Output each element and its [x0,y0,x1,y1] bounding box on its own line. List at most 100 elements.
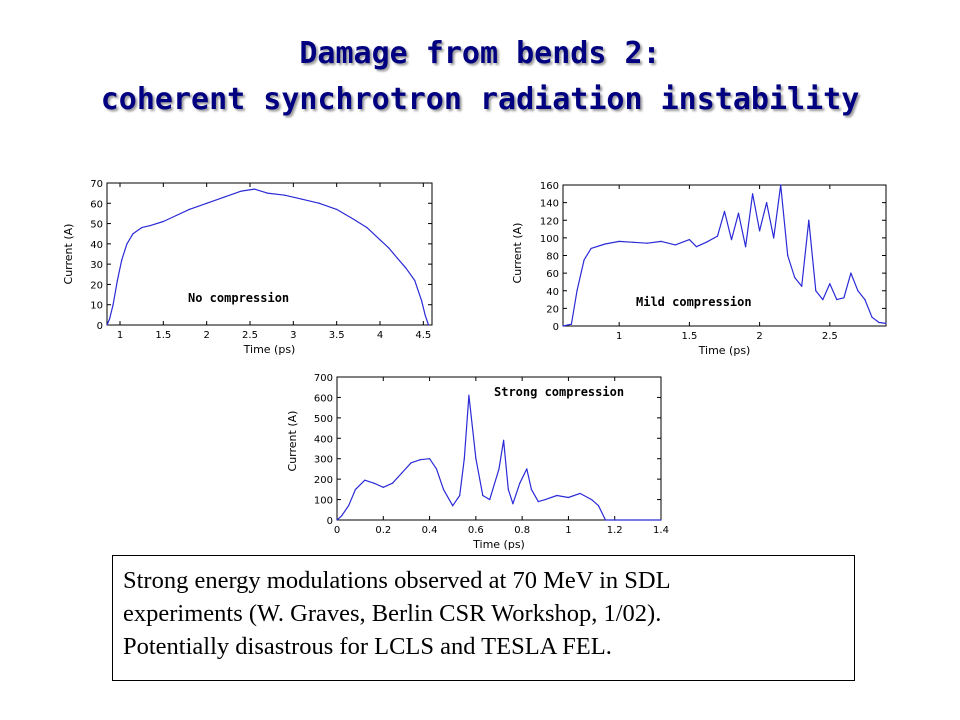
y-tick-label: 20 [90,280,103,291]
data-point [126,243,128,245]
data-point [498,468,500,470]
data-point [175,214,177,217]
y-tick-label: 70 [90,179,103,190]
data-point [162,220,164,223]
data-point [780,184,782,186]
y-tick-label: 0 [97,321,103,332]
data-point [284,194,286,196]
data-point [864,298,866,301]
x-tick-label: 1.5 [681,331,697,342]
y-tick-label: 140 [540,199,559,210]
x-tick-label: 0.8 [514,525,530,536]
y-tick-label: 30 [90,260,103,271]
data-point [614,519,616,521]
data-point [468,394,470,396]
data-point [646,242,648,244]
y-tick-label: 40 [90,240,103,251]
data-point [253,188,255,190]
y-tick-label: 40 [546,287,559,298]
data-point [391,482,394,484]
data-point [674,244,676,246]
y-tick-label: 20 [546,304,559,315]
data-point [489,498,491,501]
y-tick-label: 60 [90,199,103,210]
caption-box: Strong energy modulations observed at 70… [112,555,855,681]
x-axis-label: Time (ps) [472,538,525,551]
data-point [801,285,803,287]
title-line-1: Damage from bends 2: [299,36,661,71]
data-point [427,324,430,326]
data-point [396,257,398,259]
data-point [463,458,465,460]
y-tick-label: 160 [540,181,559,192]
data-point [482,494,484,497]
data-point [405,267,407,269]
data-point [829,283,831,285]
x-tick-label: 2 [756,331,762,342]
data-point [822,298,824,301]
data-point [388,247,390,249]
y-tick-label: 400 [314,434,333,445]
data-point [688,239,690,241]
y-tick-label: 200 [314,475,333,486]
data-point [132,233,134,235]
data-point [112,304,114,306]
data-point [266,192,268,194]
y-tick-label: 300 [314,455,333,466]
data-point [857,290,859,292]
data-point [223,196,225,198]
data-point [705,241,707,243]
data-point [410,462,412,464]
data-point [590,247,592,250]
y-tick-label: 120 [540,216,559,227]
y-tick-label: 0 [553,322,559,333]
y-tick-label: 10 [90,301,103,312]
x-tick-label: 2.5 [242,330,258,341]
data-point [723,210,726,213]
data-point [382,486,384,488]
data-point [507,488,509,490]
y-axis-label: Current (A) [62,224,75,285]
data-point [419,459,421,461]
y-tick-label: 50 [90,220,103,231]
y-tick-label: 100 [540,234,559,245]
y-tick-label: 60 [546,269,559,280]
data-point [347,505,350,507]
title-line-2: coherent synchrotron radiation instabili… [100,82,860,117]
data-point [632,241,634,243]
data-point [878,321,880,324]
x-tick-label: 1.4 [653,525,669,536]
x-axis-label: Time (ps) [243,343,296,356]
data-point [850,272,852,274]
y-tick-label: 100 [314,496,333,507]
caption-line-2: experiments (W. Graves, Berlin CSR Works… [123,600,662,627]
x-tick-label: 1 [565,525,571,536]
x-tick-label: 2.5 [822,331,838,342]
data-point [421,300,423,302]
data-point [808,219,810,221]
data-point [530,488,533,490]
data-point [512,503,514,505]
data-point [660,240,662,242]
x-tick-label: 0.4 [422,525,438,536]
data-point [336,519,338,521]
data-point [637,519,639,521]
data-point [576,290,578,292]
data-point [459,494,461,497]
data-point [424,314,426,316]
data-point [206,202,208,204]
data-point [116,279,118,281]
data-point [544,498,546,501]
data-point [318,202,320,204]
x-tick-label: 1 [117,330,123,341]
x-tick-label: 4.5 [415,330,431,341]
caption-line-3: Potentially disastrous for LCLS and TESL… [123,633,612,660]
data-point [414,279,416,281]
y-axis-label: Current (A) [286,411,299,472]
data-point [737,212,740,214]
data-point [537,501,539,503]
data-point [435,468,438,470]
plot-frame [336,376,662,521]
